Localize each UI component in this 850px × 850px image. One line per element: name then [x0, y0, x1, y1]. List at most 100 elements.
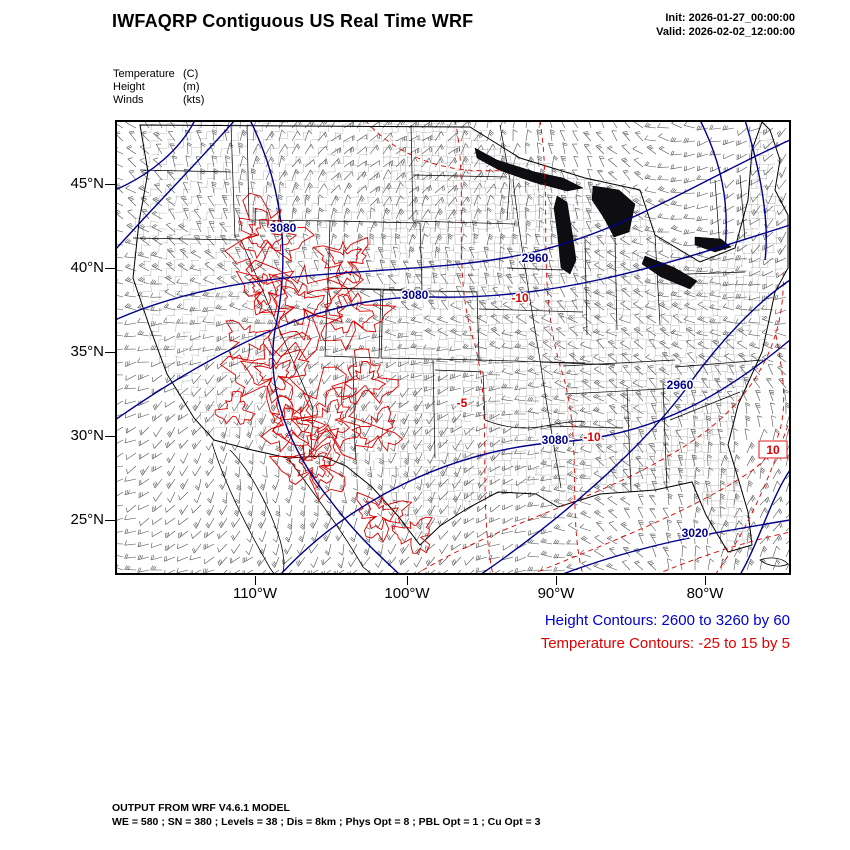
lat-axis-label: 35°N [70, 343, 104, 360]
state-boundary [654, 234, 661, 326]
temperature-contour [235, 270, 295, 317]
field-legend: Temperature (C) Height (m) Winds (kts) [113, 68, 204, 107]
temperature-contour-dashed [539, 120, 584, 575]
height-contour-label: 2960 [522, 251, 549, 265]
state-boundary [240, 239, 314, 457]
temperature-contour [329, 293, 375, 334]
map-frame [115, 120, 791, 575]
state-boundary [626, 387, 632, 493]
temperature-contour-dashed [529, 329, 785, 575]
height-contour [479, 279, 791, 575]
height-contour [559, 519, 791, 575]
height-contour-caption: Height Contours: 2600 to 3260 by 60 [544, 612, 790, 629]
legend-row-height: Height (m) [113, 81, 204, 94]
state-boundary [564, 387, 681, 395]
lon-axis-tick [556, 576, 557, 585]
state-boundary [562, 359, 676, 367]
legend-winds-unit: (kts) [183, 94, 205, 106]
great-lake [694, 236, 732, 253]
temperature-contour-dashed [364, 120, 501, 172]
state-boundary [714, 179, 721, 251]
lon-axis-tick [705, 576, 706, 585]
legend-row-temperature: Temperature (C) [113, 68, 204, 81]
height-contour [115, 224, 791, 421]
legend-winds-name: Winds [113, 94, 144, 106]
state-boundary [506, 267, 564, 271]
temperature-contour-dashed [454, 120, 494, 575]
us-outline [132, 121, 789, 553]
temperature-contour [343, 361, 387, 396]
temperature-contour-label: 10 [766, 443, 780, 457]
height-contour-label: 3080 [270, 221, 297, 235]
state-boundary [614, 237, 618, 331]
height-contours-layer [115, 120, 791, 575]
contour-labels-layer: 3080 2960 3080 2960 3080 3020 -10 -5 -10 10 [268, 220, 788, 542]
run-time-block: Init: 2026-01-27_00:00:00 Valid: 2026-02… [656, 11, 795, 39]
lat-axis-tick [105, 184, 115, 185]
great-lake [474, 147, 584, 192]
height-contour [115, 120, 196, 191]
state-boundary [484, 419, 586, 429]
lat-axis-tick [105, 520, 115, 521]
state-boundary [512, 179, 562, 489]
temperature-contours-layer [214, 120, 791, 575]
temperature-contour [290, 386, 362, 450]
temperature-contour [285, 442, 334, 489]
state-boundary [230, 124, 236, 239]
height-contour [739, 469, 791, 575]
temperature-contour [214, 390, 256, 425]
height-contour-label: 3080 [542, 433, 569, 447]
height-contour [249, 120, 401, 575]
temperature-contour [260, 394, 327, 453]
temperature-contour [268, 427, 346, 501]
temperature-contour [248, 277, 283, 306]
state-boundary [499, 124, 511, 221]
legend-temperature-name: Temperature [113, 68, 175, 80]
temperature-contour [219, 331, 312, 420]
contour-label-box [758, 440, 788, 459]
state-boundary [669, 391, 741, 421]
temperature-contour [239, 349, 302, 405]
lat-axis-label: 30°N [70, 427, 104, 444]
geography-layer [132, 121, 789, 575]
legend-temperature-unit: (C) [183, 68, 199, 80]
init-time-label: Init: 2026-01-27_00:00:00 [665, 12, 795, 24]
lon-axis-label: 90°W [537, 585, 575, 602]
footer-model-line: OUTPUT FROM WRF V4.6.1 MODEL [112, 802, 290, 814]
temperature-contour [245, 259, 364, 361]
state-boundary [352, 357, 356, 453]
height-contour [279, 339, 791, 575]
lat-axis-label: 40°N [70, 259, 104, 276]
legend-height-name: Height [113, 81, 145, 93]
great-lake [591, 185, 636, 238]
model-footer: OUTPUT FROM WRF V4.6.1 MODEL WE = 580 ; … [112, 801, 540, 829]
temperature-contour [252, 359, 291, 394]
temperature-contour-dashed [714, 419, 791, 575]
state-boundary [584, 239, 588, 336]
legend-height-unit: (m) [183, 81, 200, 93]
state-boundary [432, 359, 436, 459]
state-boundary [324, 287, 382, 359]
state-boundary [412, 174, 508, 178]
height-contour-label: 3080 [402, 288, 429, 302]
lat-axis-tick [105, 352, 115, 353]
lon-axis-label: 110°W [232, 585, 278, 602]
temperature-contour [280, 286, 325, 326]
state-boundary [327, 220, 423, 291]
legend-row-winds: Winds (kts) [113, 94, 204, 107]
map-canvas: 3080 2960 3080 2960 3080 3020 -10 -5 -10 10 [115, 120, 791, 575]
lon-axis-tick [407, 576, 408, 585]
state-boundary [478, 359, 586, 364]
temperature-contour-label: -10 [583, 430, 601, 444]
state-boundary [478, 308, 584, 313]
state-boundary [412, 220, 516, 225]
temperature-contour [356, 491, 413, 543]
temperature-contour [225, 319, 271, 361]
temperature-contour-dashed [654, 531, 791, 575]
lat-axis-label: 45°N [70, 175, 104, 192]
valid-time-label: Valid: 2026-02-02_12:00:00 [656, 26, 795, 38]
height-contour [744, 120, 767, 261]
temperature-contour-caption: Temperature Contours: -25 to 15 by 5 [540, 635, 790, 652]
contour-captions: Height Contours: 2600 to 3260 by 60 Temp… [541, 609, 790, 655]
